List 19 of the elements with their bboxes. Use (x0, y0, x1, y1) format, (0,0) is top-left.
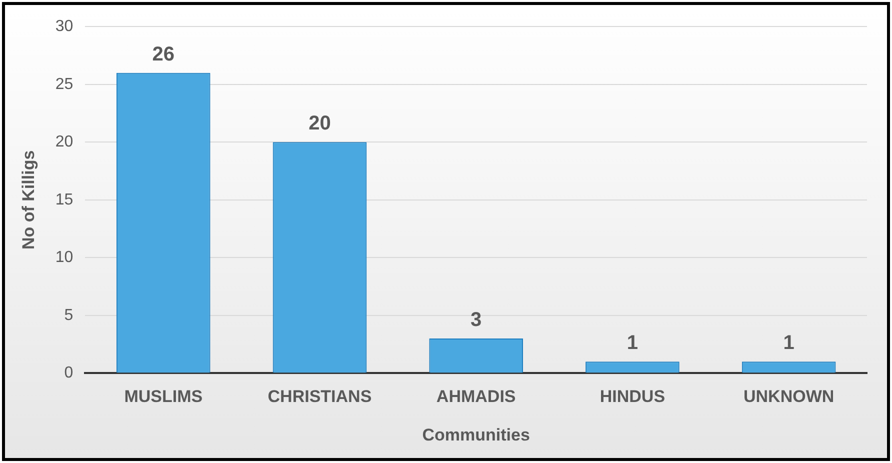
data-label: 1 (783, 332, 794, 354)
y-tick-label: 30 (55, 18, 74, 36)
x-tick-label: UNKNOWN (743, 387, 834, 406)
data-label: 20 (308, 112, 331, 135)
data-label: 1 (626, 332, 638, 354)
data-label: 3 (470, 309, 482, 332)
y-tick-label: 5 (64, 306, 74, 324)
x-tick-label: MUSLIMS (124, 387, 203, 406)
x-axis-title: Communities (422, 425, 530, 444)
y-tick-label: 10 (55, 249, 74, 266)
y-tick-label: 20 (55, 134, 74, 151)
x-tick-label: AHMADIS (436, 387, 516, 406)
y-tick-label: 25 (55, 76, 74, 93)
data-label: 26 (152, 43, 174, 66)
x-tick-label: CHRISTIANS (268, 387, 372, 406)
y-tick-label: 15 (55, 191, 74, 208)
x-tick-label: HINDUS (600, 387, 666, 406)
y-tick-label: 0 (64, 364, 74, 382)
y-axis-title: No of Killigs (18, 150, 38, 250)
